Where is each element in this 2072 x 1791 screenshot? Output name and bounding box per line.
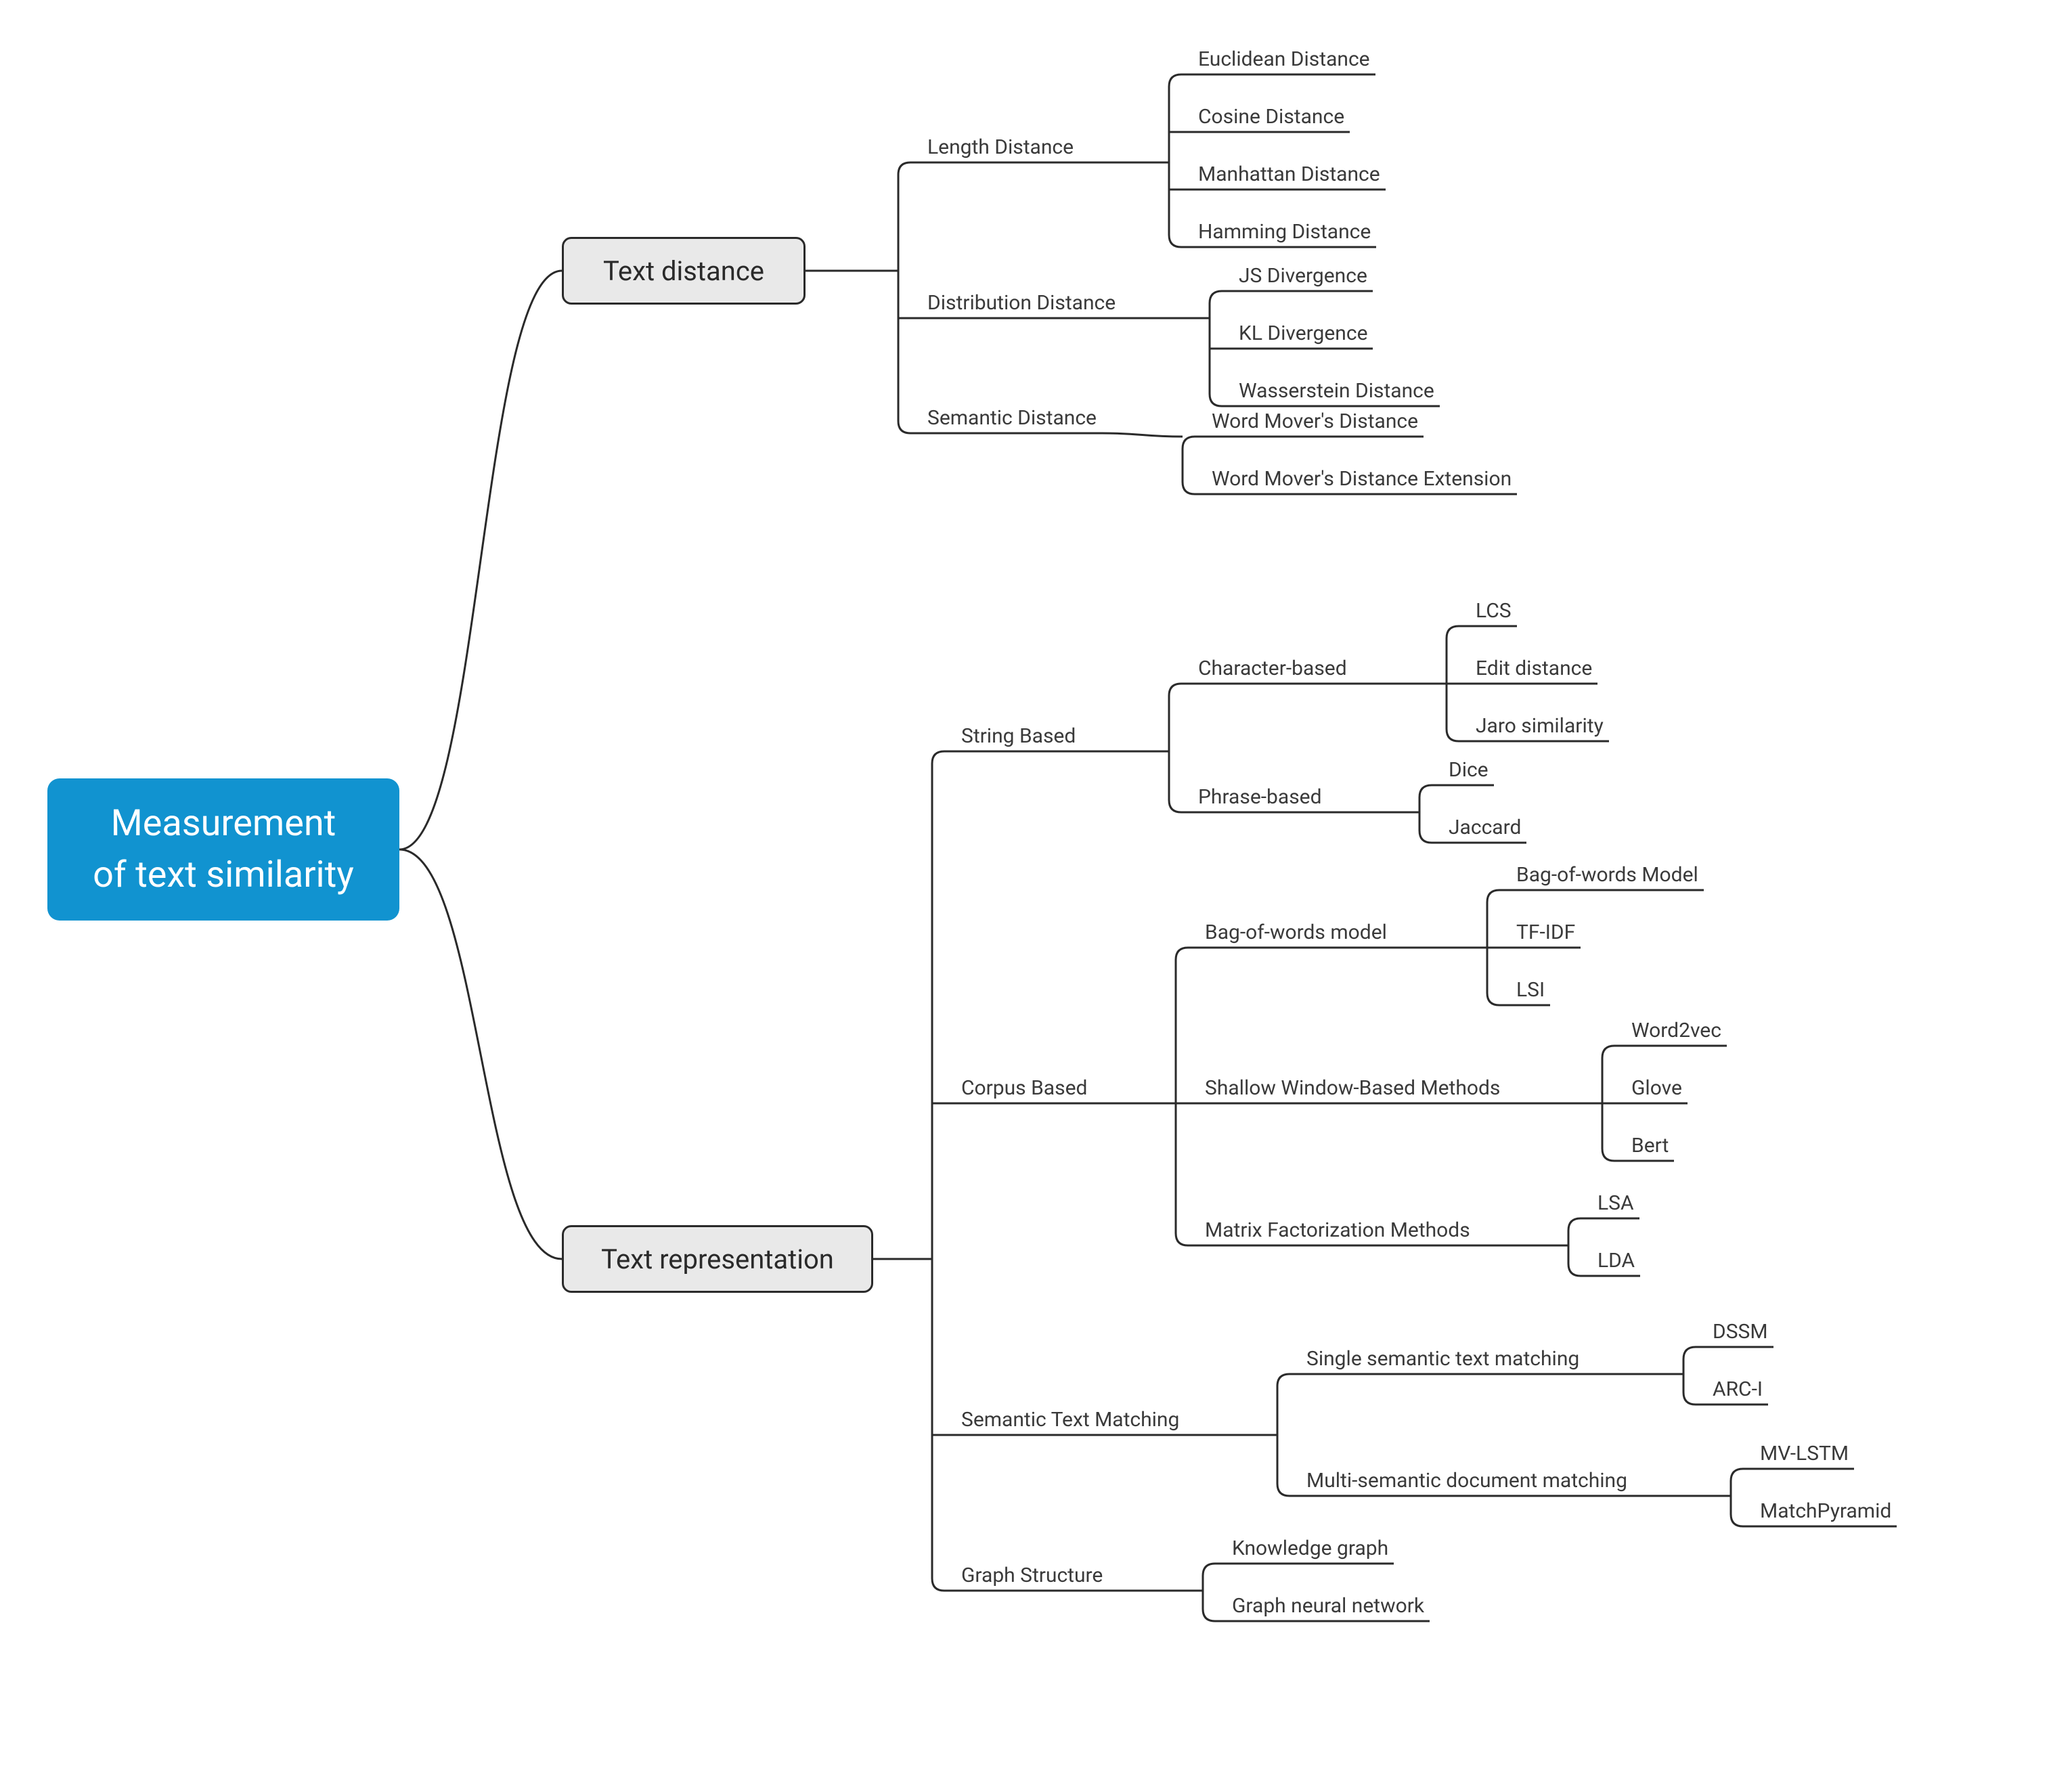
node-bow: Bag-of-words Model bbox=[1516, 856, 1698, 893]
node-length_distance: Length Distance bbox=[927, 129, 1074, 166]
arm-text_representation-string_based bbox=[932, 751, 956, 764]
arm-character_based-jaro bbox=[1447, 729, 1470, 741]
arm-semantic_distance-wmd bbox=[1183, 437, 1206, 449]
node-phrase_based: Phrase-based bbox=[1198, 778, 1322, 816]
arm-text_distance-length_distance bbox=[898, 162, 922, 175]
node-corpus_based: Corpus Based bbox=[961, 1069, 1087, 1107]
node-matrix_fac: Matrix Factorization Methods bbox=[1205, 1212, 1470, 1249]
node-gnn: Graph neural network bbox=[1232, 1587, 1424, 1624]
arm-multi_sem-mvlstm bbox=[1731, 1469, 1755, 1481]
arm-shallow-bert bbox=[1602, 1149, 1626, 1161]
arm-distribution_distance-js_div bbox=[1210, 291, 1233, 303]
node-lsi: LSI bbox=[1516, 971, 1545, 1009]
node-w2v: Word2vec bbox=[1631, 1012, 1721, 1049]
node-lcs: LCS bbox=[1476, 592, 1512, 629]
node-kg: Knowledge graph bbox=[1232, 1530, 1388, 1567]
node-mpyramid: MatchPyramid bbox=[1760, 1492, 1891, 1530]
node-semantic_text_matching: Semantic Text Matching bbox=[961, 1401, 1179, 1438]
node-root: Measurement of text similarity bbox=[47, 778, 399, 921]
arm-graph_structure-kg bbox=[1203, 1564, 1227, 1576]
stem-semantic_distance bbox=[1102, 433, 1183, 437]
arm-bow_model-bow bbox=[1487, 890, 1511, 902]
arm-corpus_based-matrix_fac bbox=[1176, 1233, 1199, 1245]
node-character_based: Character-based bbox=[1198, 650, 1347, 687]
arm-string_based-phrase_based bbox=[1169, 800, 1193, 812]
arm-length_distance-hamming bbox=[1169, 235, 1193, 247]
node-lda: LDA bbox=[1597, 1242, 1635, 1279]
node-bow_model: Bag-of-words model bbox=[1205, 914, 1387, 951]
node-string_based: String Based bbox=[961, 717, 1076, 755]
node-tfidf: TF-IDF bbox=[1516, 914, 1575, 951]
node-graph_structure: Graph Structure bbox=[961, 1557, 1103, 1594]
node-shallow: Shallow Window-Based Methods bbox=[1205, 1069, 1500, 1107]
arm-length_distance-euclidean bbox=[1169, 74, 1193, 87]
node-distribution_distance: Distribution Distance bbox=[927, 284, 1116, 322]
node-euclidean: Euclidean Distance bbox=[1198, 41, 1370, 78]
node-jaro: Jaro similarity bbox=[1476, 707, 1604, 745]
node-wmd_ext: Word Mover's Distance Extension bbox=[1212, 460, 1512, 498]
arm-phrase_based-dice bbox=[1419, 785, 1443, 797]
node-edit: Edit distance bbox=[1476, 650, 1592, 687]
node-text_representation: Text representation bbox=[562, 1225, 873, 1293]
node-bert: Bert bbox=[1631, 1127, 1669, 1164]
arm-semantic_text_matching-multi_sem bbox=[1277, 1484, 1301, 1496]
node-dssm: DSSM bbox=[1713, 1313, 1768, 1350]
arm-text_representation-graph_structure bbox=[932, 1578, 956, 1591]
arm-phrase_based-jacc bbox=[1419, 831, 1443, 843]
node-multi_sem: Multi-semantic document matching bbox=[1306, 1462, 1627, 1499]
node-dice: Dice bbox=[1449, 751, 1489, 789]
edge-root-text_distance bbox=[399, 271, 562, 849]
arm-semantic_text_matching-single_sem bbox=[1277, 1374, 1301, 1386]
arm-string_based-character_based bbox=[1169, 684, 1193, 696]
arm-semantic_distance-wmd_ext bbox=[1183, 482, 1206, 494]
node-manhattan: Manhattan Distance bbox=[1198, 156, 1380, 193]
arm-text_distance-semantic_distance bbox=[898, 421, 922, 433]
node-arc1: ARC-I bbox=[1713, 1371, 1763, 1408]
node-jacc: Jaccard bbox=[1449, 809, 1521, 846]
arm-single_sem-arc1 bbox=[1683, 1392, 1707, 1405]
arm-multi_sem-mpyramid bbox=[1731, 1514, 1755, 1526]
arm-matrix_fac-lda bbox=[1568, 1264, 1592, 1276]
arm-character_based-lcs bbox=[1447, 626, 1470, 638]
arm-corpus_based-bow_model bbox=[1176, 948, 1199, 960]
arm-bow_model-lsi bbox=[1487, 993, 1511, 1005]
node-wmd: Word Mover's Distance bbox=[1212, 403, 1418, 440]
arm-graph_structure-gnn bbox=[1203, 1609, 1227, 1621]
arm-matrix_fac-lsa bbox=[1568, 1218, 1592, 1231]
node-mvlstm: MV-LSTM bbox=[1760, 1435, 1849, 1472]
node-cosine: Cosine Distance bbox=[1198, 98, 1344, 135]
node-text_distance: Text distance bbox=[562, 237, 806, 305]
node-semantic_distance: Semantic Distance bbox=[927, 399, 1097, 437]
arm-shallow-w2v bbox=[1602, 1046, 1626, 1058]
node-glove: Glove bbox=[1631, 1069, 1682, 1107]
node-hamming: Hamming Distance bbox=[1198, 213, 1371, 250]
node-js_div: JS Divergence bbox=[1239, 257, 1367, 294]
edge-root-text_representation bbox=[399, 849, 562, 1259]
arm-single_sem-dssm bbox=[1683, 1347, 1707, 1359]
node-lsa: LSA bbox=[1597, 1185, 1634, 1222]
node-kl_div: KL Divergence bbox=[1239, 315, 1367, 352]
node-single_sem: Single semantic text matching bbox=[1306, 1340, 1579, 1377]
